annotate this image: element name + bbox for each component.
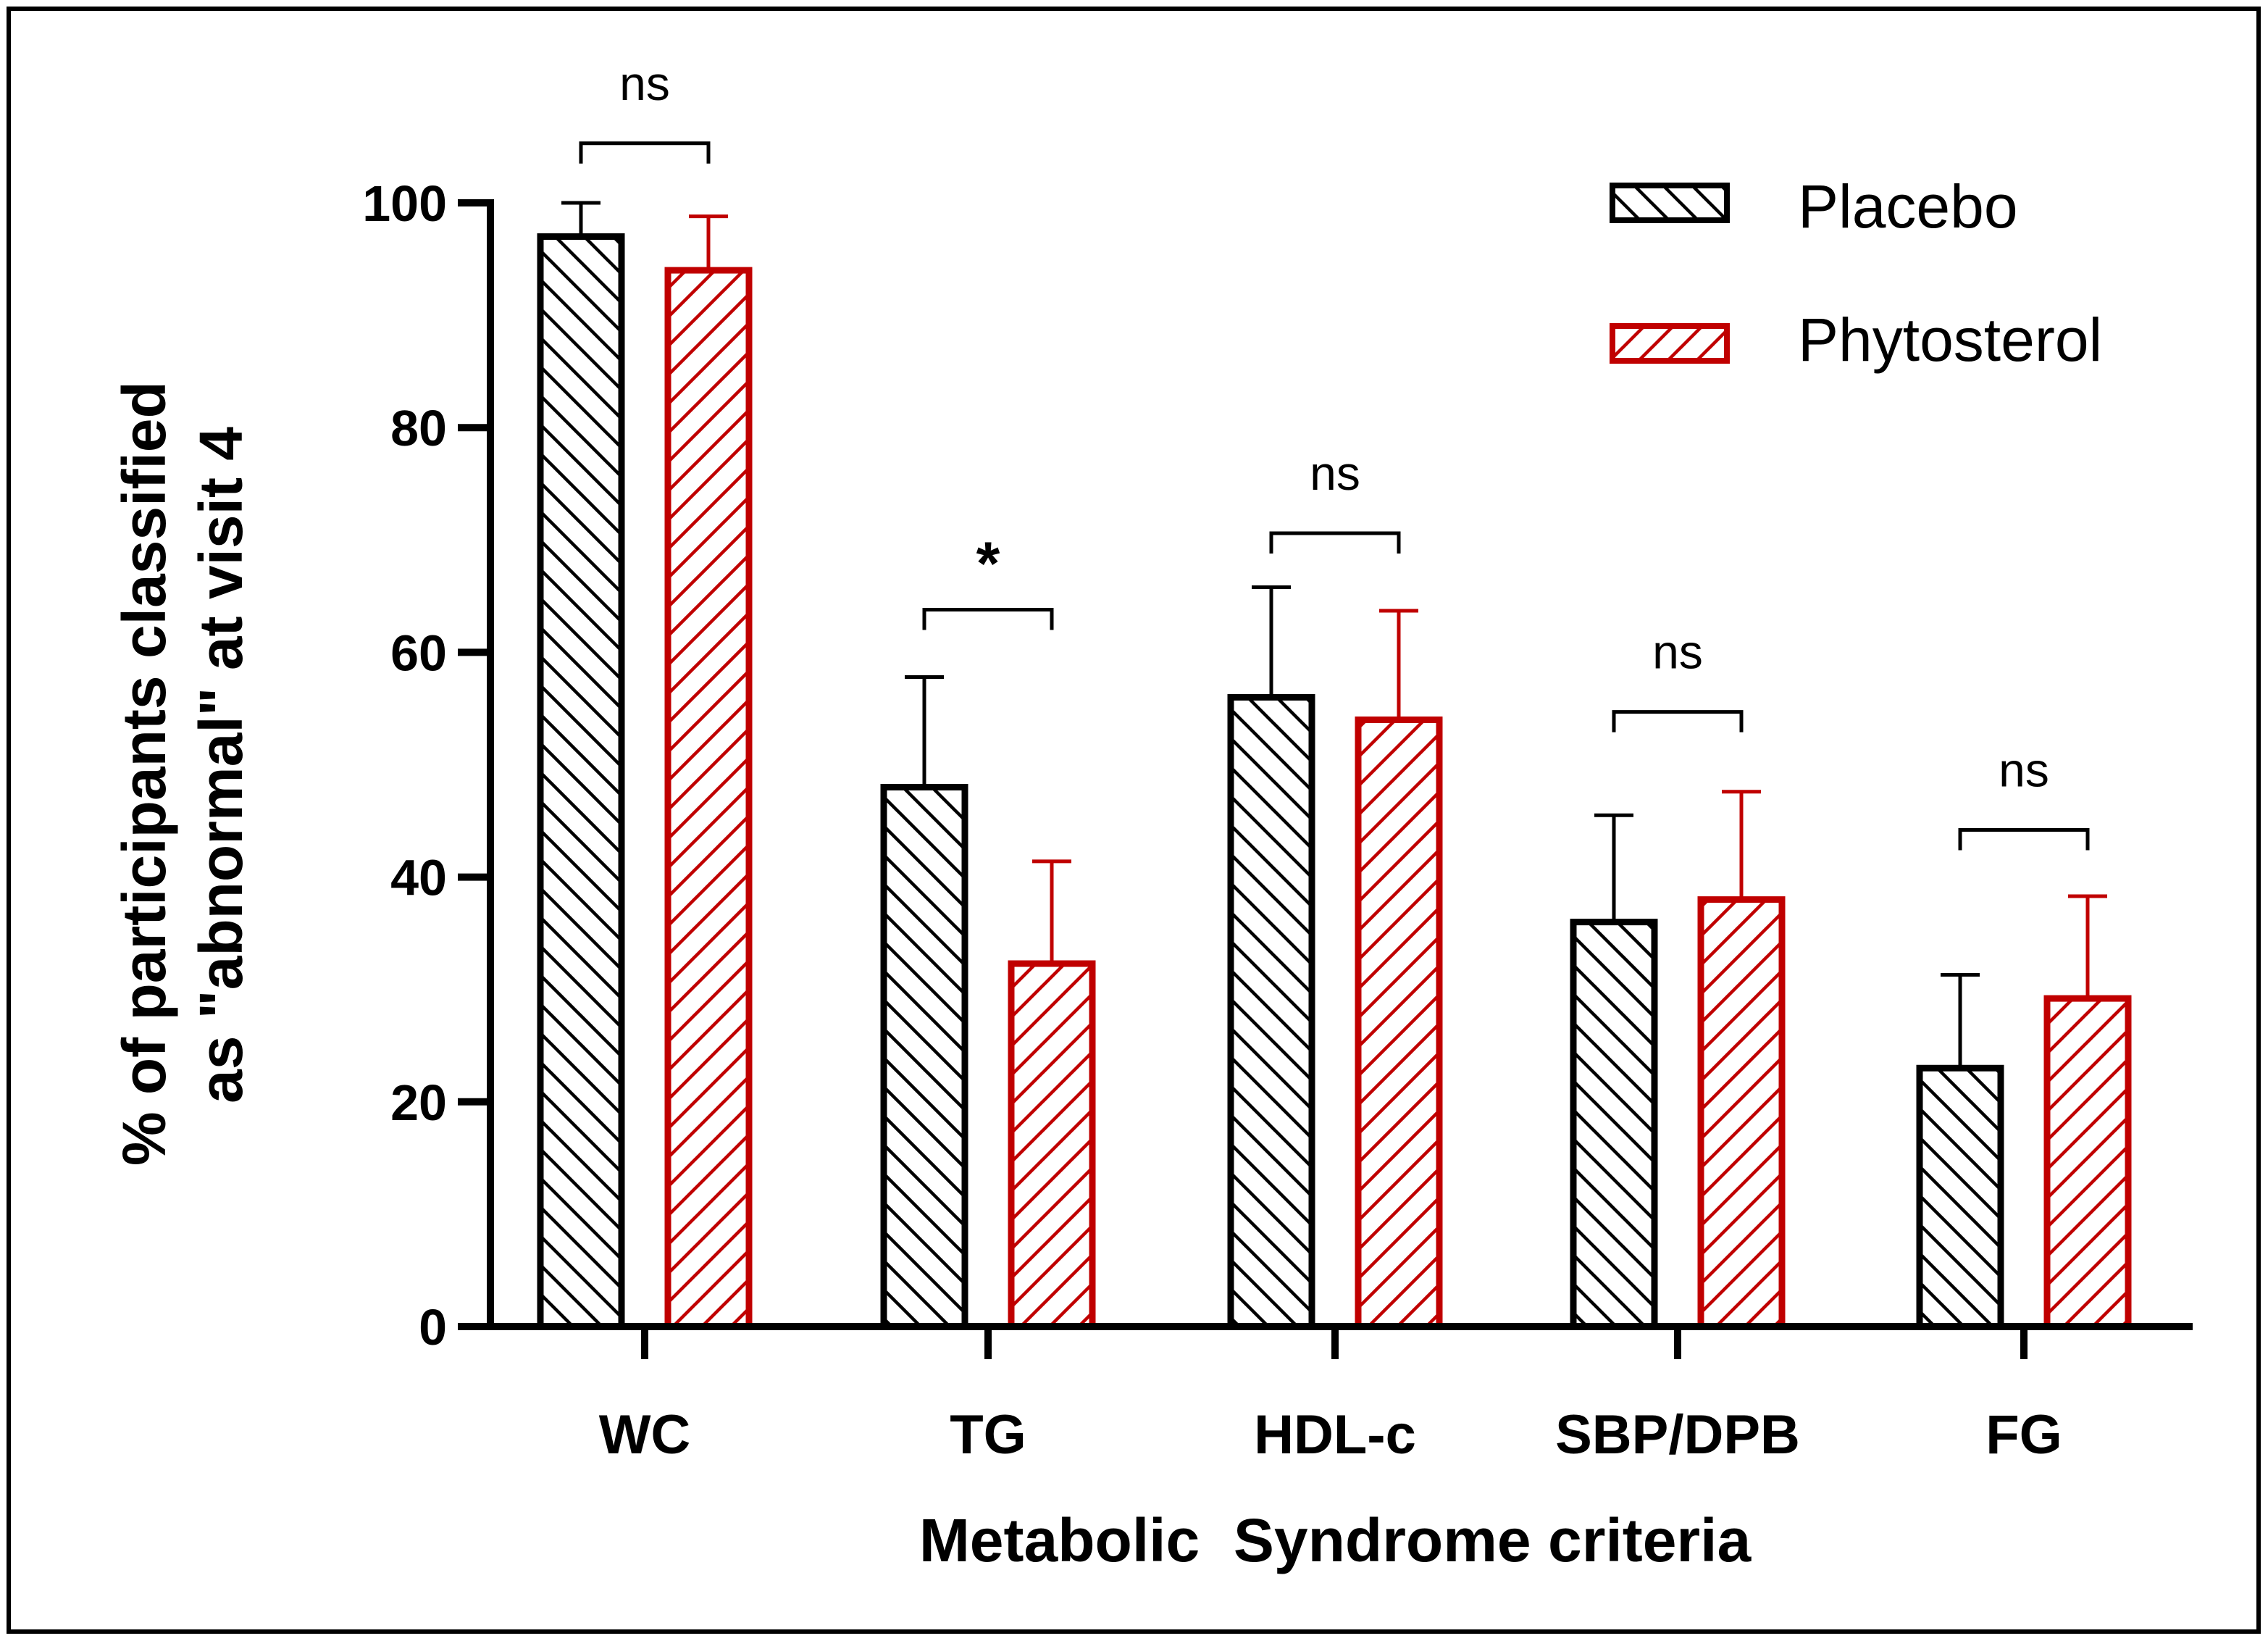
x-tick-label-wc: WC xyxy=(599,1404,691,1466)
y-tick-label: 80 xyxy=(390,400,447,456)
bar-placebo-fg xyxy=(1916,1064,2004,1330)
significance-label-fg: ns xyxy=(1999,743,2049,796)
bar-phytosterol-hdl-c xyxy=(1355,716,1443,1330)
y-tick-label: 0 xyxy=(419,1299,447,1356)
legend-swatch-phytosterol xyxy=(1610,323,1730,364)
significance-label-hdl-c: ns xyxy=(1310,446,1360,500)
y-tick-label: 20 xyxy=(390,1074,447,1131)
x-tick-label-hdl-c: HDL-c xyxy=(1254,1404,1416,1466)
significance-label-wc: ns xyxy=(619,57,670,110)
x-tick-label-fg: FG xyxy=(1985,1404,2062,1466)
legend-swatch-placebo xyxy=(1610,183,1730,223)
significance-bracket-hdl-c xyxy=(1269,531,1401,554)
y-tick-label: 60 xyxy=(390,625,447,681)
y-axis-title: % of participants classified as "abnorma… xyxy=(110,364,255,1166)
legend: Placebo Phytosterol xyxy=(1610,172,2102,374)
x-tick-label-sbp-dpb: SBP/DPB xyxy=(1555,1404,1800,1466)
x-tick-label-tg: TG xyxy=(950,1404,1026,1466)
bar-phytosterol-tg xyxy=(1008,960,1096,1330)
y-axis-ticks: 0 20 40 60 80 100 xyxy=(362,175,490,1356)
bar-placebo-sbp-dpb xyxy=(1570,919,1658,1330)
x-axis-ticks: WC TG HDL-c SBP/DPB FG xyxy=(599,1327,2062,1466)
bar-placebo-wc xyxy=(537,233,625,1330)
significance-label-tg: * xyxy=(976,529,1000,597)
y-tick-label: 40 xyxy=(390,850,447,906)
significance-label-sbp-dpb: ns xyxy=(1652,625,1703,679)
legend-label-phytosterol: Phytosterol xyxy=(1798,306,2102,374)
significance-annotations: ns * ns ns ns xyxy=(579,57,2090,851)
bar-phytosterol-sbp-dpb xyxy=(1697,896,1786,1330)
x-axis-title: Metabolic Syndrome criteria xyxy=(919,1506,1752,1574)
y-tick-label: 100 xyxy=(362,175,447,232)
y-axis-title-line-2: as "abnormal" at visit 4 xyxy=(187,427,255,1103)
y-axis-title-line-1: % of participants classified xyxy=(110,381,178,1166)
significance-bracket-sbp-dpb xyxy=(1612,710,1744,732)
bar-placebo-hdl-c xyxy=(1227,693,1315,1330)
significance-bracket-wc xyxy=(579,141,711,164)
bar-phytosterol-wc xyxy=(664,267,753,1330)
legend-label-placebo: Placebo xyxy=(1798,172,2018,241)
bar-placebo-tg xyxy=(880,784,968,1330)
significance-bracket-tg xyxy=(922,607,1054,630)
figure-border xyxy=(7,7,2261,1634)
bar-phytosterol-fg xyxy=(2043,995,2132,1330)
significance-bracket-fg xyxy=(1958,827,2090,851)
